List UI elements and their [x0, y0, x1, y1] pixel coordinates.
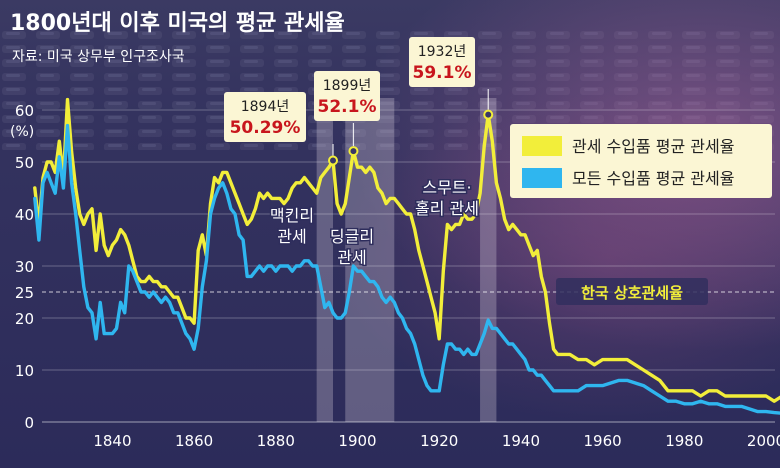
- reference-line-label: 한국 상호관세율: [581, 284, 683, 302]
- x-tick-label-1940: 1940: [502, 432, 540, 450]
- shaded-period-0: [316, 98, 334, 422]
- callout-marker-0: [328, 155, 339, 166]
- series-line-all: [33, 123, 780, 415]
- period-label-line: 관세: [277, 227, 306, 246]
- callout-box-2: [409, 37, 475, 87]
- callout-year-1: 1899년: [323, 78, 372, 94]
- x-tick-label-1860: 1860: [175, 432, 213, 450]
- callout-value-0: 50.29%: [230, 118, 301, 138]
- y-tick-label-60: 60: [15, 102, 34, 120]
- reference-line-group: 한국 상호관세율: [42, 278, 775, 305]
- legend-label-0: 관세 수입품 평균 관세율: [572, 137, 734, 156]
- y-tick-label-0: 0: [24, 414, 34, 432]
- x-tick-label-1920: 1920: [420, 432, 458, 450]
- reference-label-box: [556, 278, 708, 305]
- callout-value-2: 59.1%: [413, 63, 472, 83]
- y-axis: 0 10 20 25 30 40 50 60 (%): [10, 102, 34, 432]
- x-tick-label-1880: 1880: [257, 432, 295, 450]
- callout-year-0: 1894년: [241, 99, 290, 115]
- callout-box-0: [224, 92, 306, 142]
- period-label-line: 딩글리: [330, 227, 374, 246]
- x-tick-label-1960: 1960: [584, 432, 622, 450]
- period-label-line: 관세: [337, 248, 366, 267]
- callout-markers: [328, 89, 494, 166]
- callout-marker-2: [483, 109, 494, 120]
- legend-box: [510, 124, 772, 198]
- x-tick-label-1840: 1840: [93, 432, 131, 450]
- x-axis: 1840186018801900192019401960198020002020…: [93, 432, 780, 450]
- callout-marker-1: [348, 146, 359, 157]
- period-label-line: 스무트·: [422, 178, 471, 197]
- x-tick-label-1980: 1980: [665, 432, 703, 450]
- chart-title: 1800년대 이후 미국의 평균 관세율: [10, 11, 345, 36]
- period-label-2: 스무트· 홀리 관세: [415, 178, 479, 218]
- legend-swatch-0: [522, 136, 562, 156]
- y-unit-label: (%): [10, 124, 34, 140]
- callout-box-1: [314, 71, 380, 121]
- y-tick-label-10: 10: [15, 362, 34, 380]
- callout-value-1: 52.1%: [318, 97, 377, 117]
- series-line-dutiable: [33, 97, 780, 403]
- y-tick-label-40: 40: [15, 206, 34, 224]
- legend-swatch-1: [522, 168, 562, 188]
- chart-subtitle: 자료: 미국 상무부 인구조사국: [12, 49, 185, 65]
- y-tick-label-25: 25: [15, 284, 34, 302]
- y-tick-label-50: 50: [15, 154, 34, 172]
- series-lines: [33, 97, 780, 415]
- y-tick-label-30: 30: [15, 258, 34, 276]
- period-label-line: 맥킨리: [270, 206, 314, 225]
- x-tick-label-2000: 2000: [747, 432, 780, 450]
- period-label-line: 홀리 관세: [415, 199, 479, 218]
- callout-year-2: 1932년: [418, 44, 467, 60]
- callouts: 1894년 50.29% 1899년 52.1% 1932년 59.1%: [224, 37, 475, 142]
- x-tick-label-1900: 1900: [338, 432, 376, 450]
- legend-label-1: 모든 수입품 평균 관세율: [572, 169, 734, 188]
- y-tick-label-20: 20: [15, 310, 34, 328]
- shaded-period-2: [480, 98, 497, 422]
